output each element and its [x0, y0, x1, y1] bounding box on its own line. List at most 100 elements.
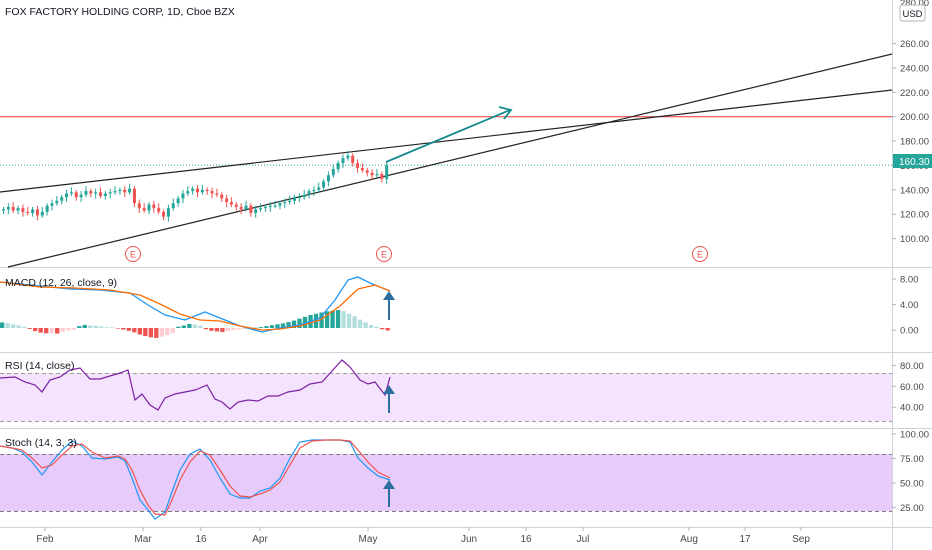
- macd-histogram-bar: [203, 328, 209, 330]
- macd-histogram-bar: [385, 328, 390, 331]
- indicator-axis-label: 8.00: [900, 275, 919, 286]
- candle: [60, 194, 64, 205]
- candle: [200, 184, 204, 195]
- macd-histogram-bar: [77, 326, 82, 328]
- candle: [302, 189, 306, 200]
- macd-histogram-bar: [115, 328, 120, 329]
- candle: [118, 187, 122, 195]
- rsi-band: [0, 373, 892, 421]
- macd-histogram-bar: [93, 325, 98, 328]
- macd-histogram-bar: [363, 322, 368, 328]
- indicator-axis-label: 80.00: [900, 361, 924, 372]
- candle: [186, 186, 190, 196]
- candle: [351, 153, 355, 167]
- macd-histogram-bar: [5, 323, 10, 328]
- time-axis[interactable]: Feb Mar 16 Apr May Jun 16 Jul Aug 17 Sep: [36, 527, 810, 545]
- candle: [128, 183, 132, 195]
- candle: [45, 203, 49, 216]
- candle: [26, 206, 30, 216]
- price-axis-label: 140.00: [900, 185, 929, 196]
- earnings-marker-icon[interactable]: E: [125, 246, 141, 262]
- macd-histogram-bar: [187, 323, 192, 328]
- candle: [283, 198, 287, 209]
- candle: [191, 186, 195, 195]
- macd-histogram-bar: [220, 328, 225, 333]
- up-arrow-icon: [383, 291, 395, 320]
- candle: [94, 188, 98, 199]
- price-axis-label: 120.00: [900, 210, 929, 221]
- candle: [142, 203, 146, 214]
- macd-histogram-bar: [280, 323, 286, 328]
- indicator-axis-label: 60.00: [900, 382, 924, 393]
- candle: [74, 189, 78, 201]
- indicator-axis-label: 40.00: [900, 403, 924, 414]
- candle: [341, 154, 345, 168]
- stoch-d-line: [0, 439, 391, 516]
- macd-histogram-bar: [192, 324, 198, 328]
- macd-histogram-bar: [71, 328, 76, 330]
- candle: [210, 187, 214, 199]
- currency-button[interactable]: [899, 4, 926, 22]
- candle: [108, 188, 112, 199]
- candle: [326, 171, 330, 187]
- indicator-axis-label: 25.00: [900, 503, 924, 514]
- macd-histogram-bar: [286, 322, 291, 328]
- candle: [336, 160, 340, 173]
- earnings-label: E: [130, 250, 136, 260]
- macd-histogram-bar: [258, 327, 264, 328]
- macd-histogram-bar: [104, 327, 109, 328]
- macd-histogram-bar: [88, 325, 93, 328]
- candle: [268, 202, 272, 212]
- indicator-axis-label: 100.00: [900, 429, 929, 440]
- macd-histogram-bar: [82, 324, 87, 328]
- price-axis-label: 260.00: [900, 39, 929, 50]
- time-axis-label: 16: [195, 534, 207, 545]
- candle: [365, 167, 369, 177]
- macd-histogram-bar: [291, 320, 297, 328]
- candle: [84, 186, 88, 198]
- candle: [360, 163, 364, 173]
- time-axis-label: 17: [739, 534, 751, 545]
- upper-trendline[interactable]: [0, 89, 893, 193]
- candlestick-series[interactable]: [2, 150, 389, 222]
- macd-histogram-bar: [297, 318, 302, 328]
- candle: [123, 186, 127, 198]
- macd-histogram-bar: [379, 328, 385, 330]
- macd-histogram-bar: [33, 328, 38, 332]
- macd-histogram-bar: [38, 328, 43, 333]
- candle: [171, 198, 175, 211]
- macd-histogram-bar: [55, 328, 60, 334]
- indicator-axis-label: 0.00: [900, 326, 919, 337]
- macd-histogram-bar: [121, 328, 126, 330]
- earnings-marker-icon[interactable]: E: [692, 246, 708, 262]
- macd-histogram-bar: [66, 328, 71, 331]
- macd-histogram-bar: [170, 328, 176, 334]
- candle: [375, 169, 379, 178]
- macd-histogram-bar: [154, 328, 159, 338]
- earnings-marker-icon[interactable]: E: [376, 246, 392, 262]
- candle: [89, 188, 93, 198]
- candle: [176, 195, 180, 207]
- indicator-axis-label: 4.00: [900, 300, 919, 311]
- macd-histogram-bar: [253, 327, 258, 329]
- candle: [152, 200, 156, 214]
- candle: [370, 169, 374, 181]
- macd-histogram-bar: [269, 325, 275, 328]
- candle: [307, 188, 311, 199]
- price-axis[interactable]: 280.00 USD 260.00240.00220.00200.00180.0…: [892, 0, 929, 514]
- lower-trendline[interactable]: [7, 53, 893, 268]
- rsi-title: RSI (14, close): [5, 360, 74, 372]
- indicator-axis-label: 50.00: [900, 478, 924, 489]
- macd-histogram-bar: [110, 327, 115, 328]
- macd-histogram-bar: [60, 328, 65, 332]
- macd-histogram-bar: [176, 326, 181, 328]
- candle: [166, 204, 170, 222]
- candle: [162, 209, 166, 221]
- candle: [239, 203, 243, 215]
- macd-histogram-bar: [22, 326, 27, 328]
- time-axis-label: May: [359, 534, 378, 545]
- candle: [273, 200, 277, 209]
- macd-histogram-bar: [165, 328, 170, 336]
- diagonal-arrow-icon[interactable]: [385, 106, 513, 163]
